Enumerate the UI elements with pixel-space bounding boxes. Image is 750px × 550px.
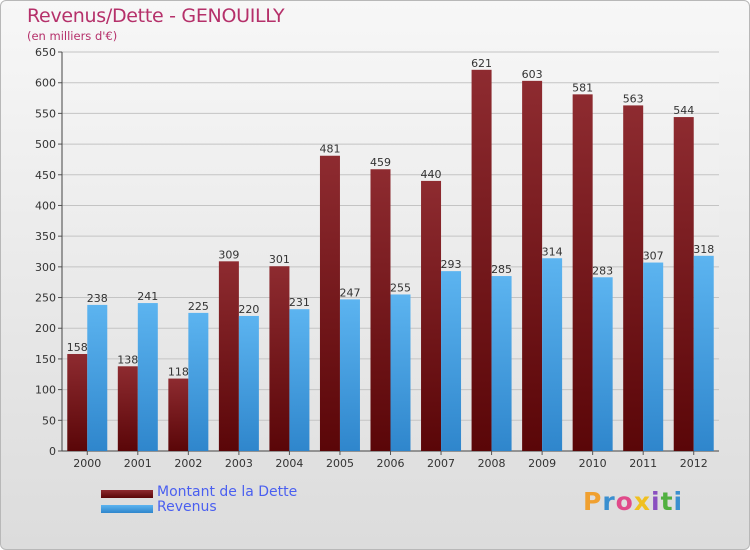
data-label: 138	[117, 353, 138, 366]
data-label: 238	[87, 292, 108, 305]
logo-letter: r	[602, 487, 616, 516]
data-label: 481	[319, 143, 340, 156]
y-tick-label: 650	[35, 46, 56, 59]
y-tick-label: 200	[35, 322, 56, 335]
data-label: 241	[137, 290, 158, 303]
debt-bar	[421, 180, 442, 451]
debt-bar	[168, 378, 189, 451]
x-tick-label: 2003	[225, 457, 253, 470]
y-tick-label: 250	[35, 292, 56, 305]
debt-bar	[218, 261, 239, 451]
data-label: 318	[693, 243, 714, 256]
x-tick-label: 2008	[478, 457, 506, 470]
legend-label-debt: Montant de la Dette	[157, 484, 298, 500]
data-label: 285	[491, 263, 512, 276]
data-label: 581	[572, 81, 593, 94]
y-tick-label: 450	[35, 169, 56, 182]
data-label: 314	[542, 245, 563, 258]
data-label: 158	[67, 341, 88, 354]
x-tick-label: 2002	[174, 457, 202, 470]
y-tick-label: 500	[35, 138, 56, 151]
y-tick-label: 150	[35, 353, 56, 366]
data-label: 301	[269, 253, 290, 266]
x-tick-label: 2000	[73, 457, 101, 470]
data-label: 255	[390, 281, 411, 294]
logo-letter: i	[651, 487, 661, 516]
data-label: 293	[441, 258, 462, 271]
data-label: 247	[339, 286, 360, 299]
debt-bar	[117, 366, 138, 451]
x-tick-label: 2011	[629, 457, 657, 470]
revenue-bar	[693, 255, 714, 451]
logo-letter: x	[633, 487, 651, 516]
revenue-bar	[238, 315, 259, 451]
y-tick-label: 550	[35, 107, 56, 120]
data-label: 283	[592, 264, 613, 277]
data-label: 544	[673, 104, 694, 117]
y-tick-label: 0	[49, 445, 56, 458]
y-tick-label: 100	[35, 384, 56, 397]
debt-bar	[572, 94, 593, 452]
y-tick-label: 300	[35, 261, 56, 274]
revenue-bar	[491, 276, 512, 451]
revenue-bar	[592, 277, 613, 451]
data-label: 440	[421, 168, 442, 181]
revenue-bar	[339, 299, 360, 451]
data-label: 231	[289, 296, 310, 309]
x-tick-label: 2012	[680, 457, 708, 470]
x-tick-label: 2001	[124, 457, 152, 470]
data-label: 459	[370, 156, 391, 169]
data-label: 621	[471, 57, 492, 70]
y-tick-label: 50	[42, 414, 56, 427]
debt-bar	[623, 105, 644, 452]
revenue-bar	[137, 303, 158, 451]
data-label: 220	[238, 303, 259, 316]
data-label: 563	[623, 92, 644, 105]
revenue-bar	[441, 271, 462, 451]
logo-letter: o	[615, 487, 634, 516]
logo-letter: P	[583, 487, 603, 516]
revenue-bar	[390, 294, 411, 451]
data-label: 225	[188, 300, 209, 313]
x-tick-label: 2007	[427, 457, 455, 470]
revenue-bar	[542, 258, 563, 451]
x-tick-label: 2004	[275, 457, 303, 470]
chart-subtitle: (en milliers d'€)	[27, 29, 118, 43]
debt-bar	[370, 169, 391, 451]
debt-bar	[269, 266, 290, 451]
debt-bar	[673, 117, 694, 452]
legend-swatch-revenue	[101, 505, 153, 513]
revenue-bar	[289, 309, 310, 451]
legend-swatch-debt	[101, 490, 153, 498]
x-tick-label: 2006	[377, 457, 405, 470]
logo-letter: t	[660, 487, 674, 516]
x-tick-label: 2010	[579, 457, 607, 470]
debt-bar	[67, 354, 88, 451]
data-label: 603	[522, 68, 543, 81]
debt-bar	[319, 155, 340, 452]
data-label: 118	[168, 366, 189, 379]
debt-bar	[522, 80, 543, 451]
y-tick-label: 350	[35, 230, 56, 243]
chart-title: Revenus/Dette - GENOUILLY	[27, 5, 285, 27]
proxiti-logo: Proxiti	[583, 487, 683, 516]
y-tick-label: 400	[35, 199, 56, 212]
legend-label-revenue: Revenus	[157, 499, 217, 515]
logo-letter: i	[673, 487, 684, 516]
y-tick-label: 600	[35, 77, 56, 90]
x-tick-label: 2009	[528, 457, 556, 470]
data-label: 309	[218, 248, 239, 261]
debt-bar	[471, 69, 492, 451]
x-tick-label: 2005	[326, 457, 354, 470]
revenue-bar	[643, 262, 664, 451]
revenue-bar	[188, 312, 209, 451]
revenue-bar	[87, 304, 108, 451]
data-label: 307	[643, 250, 664, 263]
